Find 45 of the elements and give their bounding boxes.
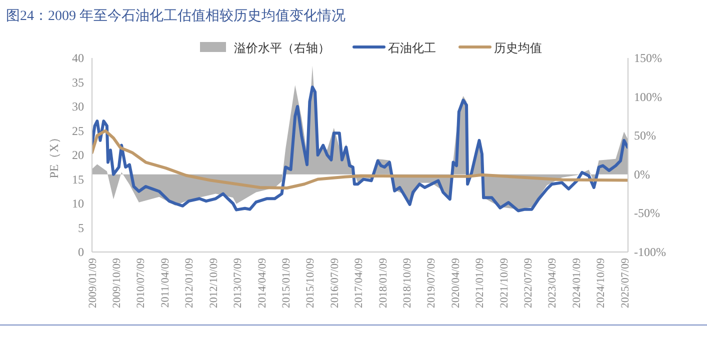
legend-label: 历史均值: [494, 41, 542, 55]
x-tick-label: 2010/07/09: [135, 258, 148, 308]
y-tick-label: 15: [72, 172, 84, 186]
y-tick-label: 30: [72, 100, 84, 114]
x-tick-label: 2023/04/09: [546, 258, 559, 308]
line-series: [92, 129, 628, 190]
x-tick-label: 2013/07/09: [232, 258, 244, 308]
x-tick-label: 2022/07/09: [522, 258, 534, 308]
y-tick-label: 35: [72, 75, 84, 90]
x-tick-label: 2009/01/09: [87, 258, 99, 308]
x-tick-label: 2020/04/09: [450, 258, 462, 308]
x-tick-label: 2024/10/09: [595, 258, 608, 308]
x-tick-label: 2016/07/09: [328, 258, 341, 308]
y2-tick-label: 0%: [634, 167, 650, 182]
legend-label: 溢价水平（右轴）: [234, 41, 330, 55]
y-tick-label: 10: [72, 196, 84, 210]
x-tick-label: 2014/04/09: [256, 258, 268, 308]
x-tick-label: 2024/01/09: [570, 258, 583, 308]
y2-tick-label: -50%: [634, 206, 660, 220]
chart-title: 图24：2009 年至今石油化工估值相较历史均值变化情况: [6, 8, 346, 24]
line-series: [92, 86, 628, 212]
x-tick-label: 2015/10/09: [304, 258, 317, 308]
legend-label: 石油化工: [388, 41, 436, 55]
y-tick-label: 40: [72, 51, 84, 65]
y2-tick-label: 50%: [634, 128, 656, 143]
x-tick-label: 2012/01/09: [184, 258, 196, 308]
x-tick-label: 2011/04/09: [159, 258, 172, 308]
y2-tick-label: 150%: [634, 51, 662, 65]
x-tick-label: 2021/10/09: [498, 258, 510, 308]
y2-tick-label: -100%: [634, 245, 666, 259]
x-tick-label: 2017/04/09: [353, 258, 366, 308]
x-tick-label: 2025/07/09: [619, 258, 632, 308]
x-tick-label: 2015/01/09: [280, 258, 293, 308]
x-tick-label: 2009/10/09: [111, 258, 124, 308]
x-tick-label: 2018/01/09: [377, 258, 390, 308]
x-tick-label: 2012/10/09: [208, 258, 220, 308]
y-tick-label: 5: [78, 220, 84, 235]
x-tick-label: 2021/01/09: [474, 258, 486, 308]
x-tick-label: 2019/07/09: [426, 258, 438, 308]
y2-tick-label: 100%: [634, 90, 662, 104]
y-tick-label: 0: [78, 245, 84, 259]
y-tick-label: 25: [72, 124, 84, 138]
y-tick-label: 20: [72, 148, 84, 162]
x-tick-label: 2018/10/09: [402, 258, 414, 308]
y-axis-title: PE（X）: [47, 132, 61, 178]
